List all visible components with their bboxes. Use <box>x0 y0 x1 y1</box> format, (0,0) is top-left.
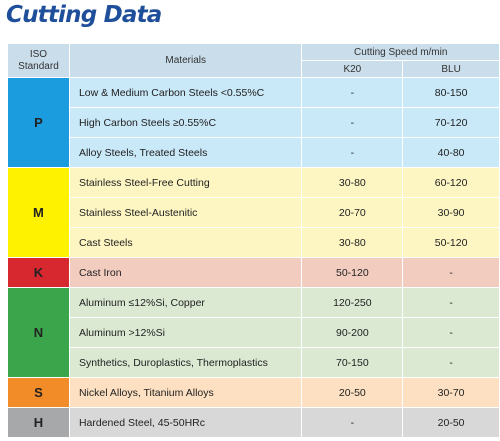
blu-speed-cell: 60-120 <box>402 167 500 198</box>
k20-speed-cell: - <box>301 107 404 138</box>
k20-speed-cell: 70-150 <box>301 347 404 378</box>
iso-group-h: H <box>7 407 70 438</box>
iso-group-s: S <box>7 377 70 408</box>
material-cell: Alloy Steels, Treated Steels <box>68 137 303 168</box>
table-row: S Nickel Alloys, Titanium Alloys 20-50 30-7… <box>7 377 500 408</box>
material-cell: Hardened Steel, 45-50HRc <box>68 407 303 438</box>
blu-speed-cell: 50-120 <box>402 227 500 258</box>
blu-speed-cell: - <box>402 317 500 348</box>
page-title: Cutting Data <box>6 2 162 28</box>
cutting-speed-header: Cutting Speed m/min <box>301 43 500 61</box>
k20-speed-cell: 120-250 <box>301 287 404 318</box>
table-header: ISO Standard Materials Cutting Speed m/m… <box>7 43 500 78</box>
material-cell: Stainless Steel-Free Cutting <box>68 167 303 198</box>
blu-speed-cell: 30-70 <box>402 377 500 408</box>
k20-speed-cell: 20-70 <box>301 197 404 228</box>
iso-group-k: K <box>7 257 70 288</box>
blu-speed-cell: - <box>402 287 500 318</box>
blu-speed-cell: - <box>402 347 500 378</box>
table-row: Alloy Steels, Treated Steels -40-80 <box>8 137 500 168</box>
k20-speed-cell: 30-80 <box>301 167 404 198</box>
k20-speed-cell: 30-80 <box>301 227 404 258</box>
blu-speed-cell: 70-120 <box>402 107 500 138</box>
material-cell: Low & Medium Carbon Steels <0.55%C <box>68 77 303 108</box>
blu-speed-cell: 20-50 <box>402 407 500 438</box>
table-row: N Aluminum ≤12%Si, Copper 120-250- <box>7 287 500 378</box>
k20-speed-cell: - <box>301 407 404 438</box>
k20-speed-cell: 90-200 <box>301 317 404 348</box>
materials-header: Materials <box>68 43 303 78</box>
iso-group-p: P <box>7 77 70 168</box>
table-row: Cast Steels 30-80 50-120 <box>8 227 500 258</box>
iso-header-line1: ISO <box>29 48 48 60</box>
material-cell: High Carbon Steels ≥0.55%C <box>68 107 303 138</box>
iso-header-line2: Standard <box>18 60 59 72</box>
k20-speed-cell: - <box>301 137 404 168</box>
table-row: P Low & Medium Carbon Steels <0.55%C -80-1… <box>7 77 500 168</box>
table-row: H Hardened Steel, 45-50HRc -20-50 <box>7 407 500 438</box>
k20-speed-cell: 50-120 <box>301 257 404 288</box>
table-row: High Carbon Steels ≥0.55%C -70-120 <box>8 107 500 138</box>
table-row: K Cast Iron 50-120- <box>7 257 500 288</box>
iso-group-n: N <box>7 287 70 378</box>
material-cell: Aluminum ≤12%Si, Copper <box>68 287 303 318</box>
k20-speed-cell: - <box>301 77 404 108</box>
material-cell: Stainless Steel-Austenitic <box>68 197 303 228</box>
blu-header: BLU <box>402 60 500 78</box>
blu-speed-cell: 40-80 <box>402 137 500 168</box>
material-cell: Cast Steels <box>68 227 303 258</box>
material-cell: Aluminum >12%Si <box>68 317 303 348</box>
material-cell: Synthetics, Duroplastics, Thermoplastics <box>68 347 303 378</box>
table-row: Synthetics, Duroplastics, Thermoplastics… <box>8 347 500 378</box>
iso-standard-header: ISO Standard <box>7 43 70 78</box>
table-row: M Stainless Steel-Free Cutting 30-80 60-120 <box>7 167 500 258</box>
cutting-data-table: ISO Standard Materials Cutting Speed m/m… <box>7 43 500 438</box>
blu-speed-cell: 30-90 <box>402 197 500 228</box>
table-body: P Low & Medium Carbon Steels <0.55%C -80-1… <box>7 77 500 438</box>
material-cell: Nickel Alloys, Titanium Alloys <box>68 377 303 408</box>
k20-header: K20 <box>301 60 404 78</box>
blu-speed-cell: 80-150 <box>402 77 500 108</box>
material-cell: Cast Iron <box>68 257 303 288</box>
table-row: Aluminum >12%Si 90-200- <box>8 317 500 348</box>
blu-speed-cell: - <box>402 257 500 288</box>
k20-speed-cell: 20-50 <box>301 377 404 408</box>
iso-group-m: M <box>7 167 70 258</box>
table-row: Stainless Steel-Austenitic 20-70 30-90 <box>8 197 500 228</box>
